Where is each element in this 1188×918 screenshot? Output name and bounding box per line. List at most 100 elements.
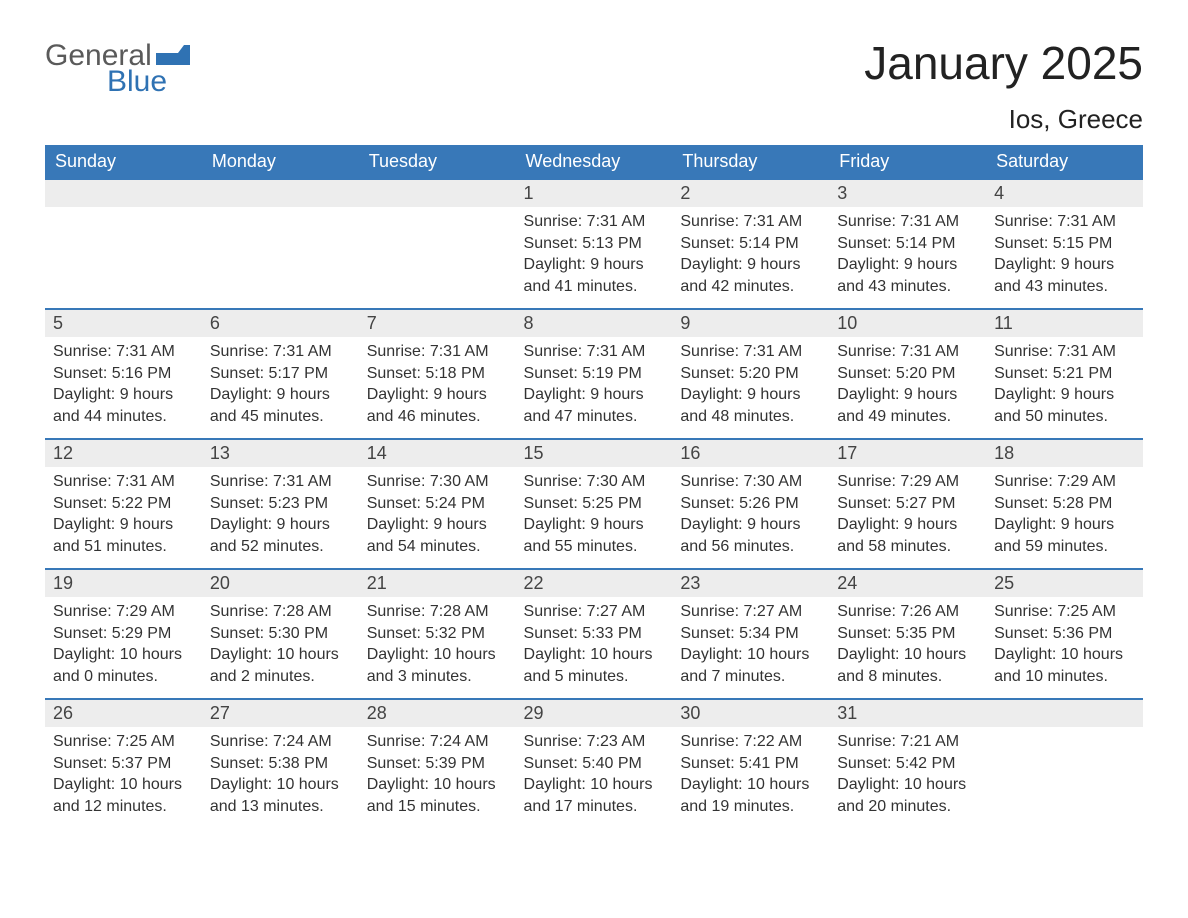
- day-number-bar: 12: [45, 438, 202, 467]
- sunset-line: Sunset: 5:14 PM: [680, 233, 821, 255]
- sunset-line: Sunset: 5:19 PM: [524, 363, 665, 385]
- sunrise-line: Sunrise: 7:30 AM: [367, 471, 508, 493]
- sunrise-line: Sunrise: 7:31 AM: [53, 471, 194, 493]
- day-number-bar: 14: [359, 438, 516, 467]
- day-number-bar: 4: [986, 178, 1143, 207]
- location: Ios, Greece: [864, 104, 1143, 135]
- daylight-line: Daylight: 9 hours and 50 minutes.: [994, 384, 1135, 427]
- calendar-cell: 12Sunrise: 7:31 AMSunset: 5:22 PMDayligh…: [45, 438, 202, 568]
- day-number-bar: 10: [829, 308, 986, 337]
- sunset-line: Sunset: 5:37 PM: [53, 753, 194, 775]
- daylight-line: Daylight: 10 hours and 19 minutes.: [680, 774, 821, 817]
- daylight-line: Daylight: 9 hours and 55 minutes.: [524, 514, 665, 557]
- day-body: Sunrise: 7:31 AMSunset: 5:23 PMDaylight:…: [202, 467, 359, 565]
- day-body: Sunrise: 7:25 AMSunset: 5:36 PMDaylight:…: [986, 597, 1143, 695]
- title-block: January 2025 Ios, Greece: [864, 40, 1143, 135]
- calendar-cell: 4Sunrise: 7:31 AMSunset: 5:15 PMDaylight…: [986, 178, 1143, 308]
- day-body: Sunrise: 7:27 AMSunset: 5:33 PMDaylight:…: [516, 597, 673, 695]
- header-row: General Blue January 2025 Ios, Greece: [45, 40, 1143, 135]
- calendar-week: 1Sunrise: 7:31 AMSunset: 5:13 PMDaylight…: [45, 178, 1143, 308]
- weekday-row: SundayMondayTuesdayWednesdayThursdayFrid…: [45, 145, 1143, 178]
- daylight-line: Daylight: 10 hours and 2 minutes.: [210, 644, 351, 687]
- calendar-cell: 31Sunrise: 7:21 AMSunset: 5:42 PMDayligh…: [829, 698, 986, 828]
- day-number-bar: 26: [45, 698, 202, 727]
- day-body: Sunrise: 7:31 AMSunset: 5:20 PMDaylight:…: [672, 337, 829, 435]
- day-body: Sunrise: 7:31 AMSunset: 5:13 PMDaylight:…: [516, 207, 673, 305]
- daylight-line: Daylight: 9 hours and 59 minutes.: [994, 514, 1135, 557]
- calendar-cell: 26Sunrise: 7:25 AMSunset: 5:37 PMDayligh…: [45, 698, 202, 828]
- daylight-line: Daylight: 10 hours and 20 minutes.: [837, 774, 978, 817]
- sunset-line: Sunset: 5:16 PM: [53, 363, 194, 385]
- logo-word-blue: Blue: [107, 66, 190, 98]
- calendar-body: 1Sunrise: 7:31 AMSunset: 5:13 PMDaylight…: [45, 178, 1143, 828]
- day-number-bar: [45, 178, 202, 207]
- sunset-line: Sunset: 5:34 PM: [680, 623, 821, 645]
- day-number-bar: 13: [202, 438, 359, 467]
- sunset-line: Sunset: 5:17 PM: [210, 363, 351, 385]
- logo: General Blue: [45, 40, 190, 97]
- day-number-bar: 9: [672, 308, 829, 337]
- day-body: Sunrise: 7:24 AMSunset: 5:38 PMDaylight:…: [202, 727, 359, 825]
- daylight-line: Daylight: 9 hours and 43 minutes.: [837, 254, 978, 297]
- day-body: Sunrise: 7:31 AMSunset: 5:17 PMDaylight:…: [202, 337, 359, 435]
- sunrise-line: Sunrise: 7:30 AM: [524, 471, 665, 493]
- sunrise-line: Sunrise: 7:26 AM: [837, 601, 978, 623]
- day-body: Sunrise: 7:31 AMSunset: 5:19 PMDaylight:…: [516, 337, 673, 435]
- sunrise-line: Sunrise: 7:27 AM: [524, 601, 665, 623]
- calendar-cell: 30Sunrise: 7:22 AMSunset: 5:41 PMDayligh…: [672, 698, 829, 828]
- sunrise-line: Sunrise: 7:30 AM: [680, 471, 821, 493]
- daylight-line: Daylight: 10 hours and 3 minutes.: [367, 644, 508, 687]
- calendar-cell: 20Sunrise: 7:28 AMSunset: 5:30 PMDayligh…: [202, 568, 359, 698]
- day-body: Sunrise: 7:29 AMSunset: 5:29 PMDaylight:…: [45, 597, 202, 695]
- day-body: Sunrise: 7:31 AMSunset: 5:21 PMDaylight:…: [986, 337, 1143, 435]
- weekday-header: Thursday: [672, 145, 829, 178]
- sunset-line: Sunset: 5:26 PM: [680, 493, 821, 515]
- calendar-cell: 21Sunrise: 7:28 AMSunset: 5:32 PMDayligh…: [359, 568, 516, 698]
- day-body: Sunrise: 7:31 AMSunset: 5:18 PMDaylight:…: [359, 337, 516, 435]
- daylight-line: Daylight: 9 hours and 43 minutes.: [994, 254, 1135, 297]
- day-body: Sunrise: 7:30 AMSunset: 5:26 PMDaylight:…: [672, 467, 829, 565]
- calendar-cell: 29Sunrise: 7:23 AMSunset: 5:40 PMDayligh…: [516, 698, 673, 828]
- day-body: Sunrise: 7:31 AMSunset: 5:14 PMDaylight:…: [672, 207, 829, 305]
- calendar-cell: 18Sunrise: 7:29 AMSunset: 5:28 PMDayligh…: [986, 438, 1143, 568]
- sunset-line: Sunset: 5:29 PM: [53, 623, 194, 645]
- day-number-bar: 19: [45, 568, 202, 597]
- daylight-line: Daylight: 9 hours and 49 minutes.: [837, 384, 978, 427]
- day-number-bar: 2: [672, 178, 829, 207]
- weekday-header: Monday: [202, 145, 359, 178]
- sunrise-line: Sunrise: 7:25 AM: [53, 731, 194, 753]
- sunrise-line: Sunrise: 7:24 AM: [367, 731, 508, 753]
- calendar-cell: 19Sunrise: 7:29 AMSunset: 5:29 PMDayligh…: [45, 568, 202, 698]
- daylight-line: Daylight: 10 hours and 17 minutes.: [524, 774, 665, 817]
- sunrise-line: Sunrise: 7:25 AM: [994, 601, 1135, 623]
- day-body: Sunrise: 7:24 AMSunset: 5:39 PMDaylight:…: [359, 727, 516, 825]
- daylight-line: Daylight: 10 hours and 13 minutes.: [210, 774, 351, 817]
- sunset-line: Sunset: 5:28 PM: [994, 493, 1135, 515]
- sunset-line: Sunset: 5:20 PM: [837, 363, 978, 385]
- daylight-line: Daylight: 9 hours and 41 minutes.: [524, 254, 665, 297]
- sunset-line: Sunset: 5:15 PM: [994, 233, 1135, 255]
- sunrise-line: Sunrise: 7:31 AM: [837, 211, 978, 233]
- sunset-line: Sunset: 5:22 PM: [53, 493, 194, 515]
- day-body: Sunrise: 7:22 AMSunset: 5:41 PMDaylight:…: [672, 727, 829, 825]
- calendar-cell: 10Sunrise: 7:31 AMSunset: 5:20 PMDayligh…: [829, 308, 986, 438]
- sunrise-line: Sunrise: 7:31 AM: [210, 341, 351, 363]
- day-body: Sunrise: 7:31 AMSunset: 5:15 PMDaylight:…: [986, 207, 1143, 305]
- day-number-bar: 5: [45, 308, 202, 337]
- sunset-line: Sunset: 5:33 PM: [524, 623, 665, 645]
- day-number-bar: [359, 178, 516, 207]
- calendar-cell: 22Sunrise: 7:27 AMSunset: 5:33 PMDayligh…: [516, 568, 673, 698]
- day-number-bar: 1: [516, 178, 673, 207]
- day-number-bar: 11: [986, 308, 1143, 337]
- day-number-bar: 21: [359, 568, 516, 597]
- sunset-line: Sunset: 5:39 PM: [367, 753, 508, 775]
- day-number-bar: 17: [829, 438, 986, 467]
- calendar-week: 26 Sunrise: 7:25 AMSunset: 5:37 PM Dayligh…: [45, 698, 1143, 828]
- day-number-bar: 16: [672, 438, 829, 467]
- sunrise-line: Sunrise: 7:28 AM: [367, 601, 508, 623]
- daylight-line: Daylight: 10 hours and 10 minutes.: [994, 644, 1135, 687]
- daylight-line: Daylight: 9 hours and 44 minutes.: [53, 384, 194, 427]
- sunset-line: Sunset: 5:18 PM: [367, 363, 508, 385]
- daylight-line: Daylight: 9 hours and 47 minutes.: [524, 384, 665, 427]
- day-number-bar: 8: [516, 308, 673, 337]
